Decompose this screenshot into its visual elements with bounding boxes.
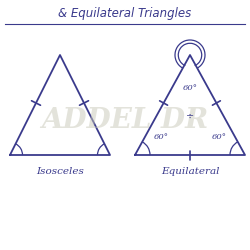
Text: 60°: 60° [182, 84, 198, 92]
Text: & Equilateral Triangles: & Equilateral Triangles [58, 8, 192, 20]
Text: 60°: 60° [211, 133, 226, 141]
Text: ADDEL DR: ADDEL DR [42, 106, 208, 134]
Text: Isosceles: Isosceles [36, 168, 84, 176]
Text: ÷: ÷ [186, 112, 194, 121]
Text: Equilateral: Equilateral [161, 168, 219, 176]
Text: 60°: 60° [154, 133, 169, 141]
